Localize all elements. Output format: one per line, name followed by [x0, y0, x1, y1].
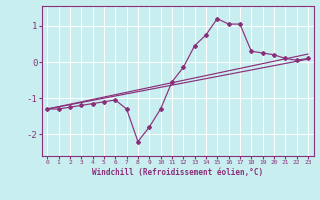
- X-axis label: Windchill (Refroidissement éolien,°C): Windchill (Refroidissement éolien,°C): [92, 168, 263, 177]
